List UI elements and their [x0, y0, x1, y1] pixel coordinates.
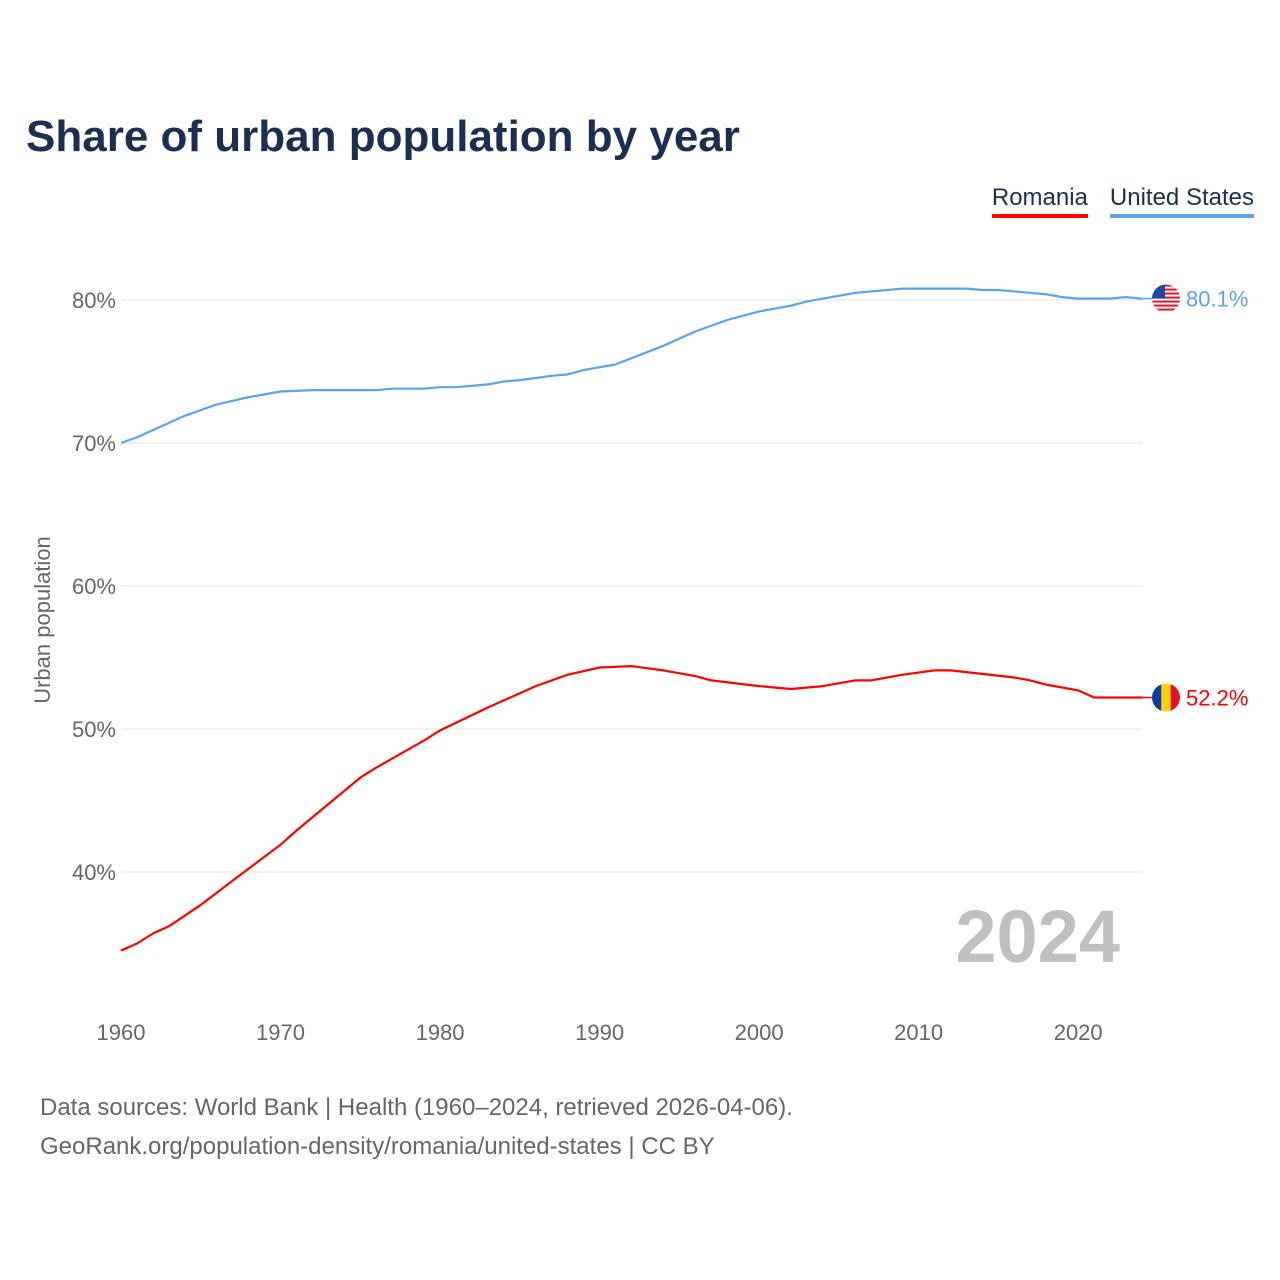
y-tick-label: 50%: [72, 717, 116, 742]
y-tick-label: 40%: [72, 860, 116, 885]
end-value-label: 52.2%: [1186, 686, 1248, 711]
y-tick-label: 80%: [72, 288, 116, 313]
romania-flag-icon: [1152, 683, 1180, 712]
x-tick-label: 1960: [97, 1020, 146, 1045]
flag-stripe: [1152, 288, 1180, 291]
x-tick-label: 2020: [1054, 1020, 1103, 1045]
data-source-note: Data sources: World Bank | Health (1960–…: [40, 1094, 793, 1121]
flag-stripe: [1170, 683, 1180, 712]
chart-title: Share of urban population by year: [26, 112, 740, 161]
x-tick-label: 1980: [416, 1020, 465, 1045]
flag-stripe: [1152, 304, 1180, 307]
flag-stripe: [1152, 284, 1180, 287]
legend-item-romania[interactable]: Romania: [991, 184, 1088, 218]
legend-item-united-states[interactable]: United States: [1109, 184, 1254, 218]
x-tick-label: 2010: [894, 1020, 943, 1045]
series-line-united-states: [120, 287, 1143, 445]
flag-stripe: [1161, 683, 1171, 712]
footer: Data sources: World Bank | Health (1960–…: [40, 1088, 793, 1166]
year-watermark: 2024: [955, 895, 1120, 978]
flag-body: [1152, 683, 1180, 712]
flag-stripe: [1152, 300, 1180, 303]
end-value-label: 80.1%: [1186, 287, 1248, 312]
y-tick-label: 70%: [72, 431, 116, 456]
flag-stripe: [1152, 292, 1180, 295]
x-tick-label: 2000: [735, 1020, 784, 1045]
flag-body: [1152, 284, 1180, 311]
series-line-romania: [120, 665, 1142, 952]
x-tick-label: 1990: [575, 1020, 624, 1045]
y-axis-label: Urban population: [30, 536, 55, 704]
flag-stripe: [1152, 296, 1180, 299]
flag-stripe: [1152, 308, 1180, 311]
y-tick-label: 60%: [72, 574, 116, 599]
legend: Romania United States: [991, 184, 1254, 218]
source-link[interactable]: GeoRank.org/population-density/romania/u…: [40, 1133, 715, 1160]
x-tick-label: 1970: [256, 1020, 305, 1045]
flag-canton: [1152, 284, 1165, 299]
flag-stripe: [1152, 683, 1162, 712]
united-states-flag-icon: [1152, 284, 1180, 311]
